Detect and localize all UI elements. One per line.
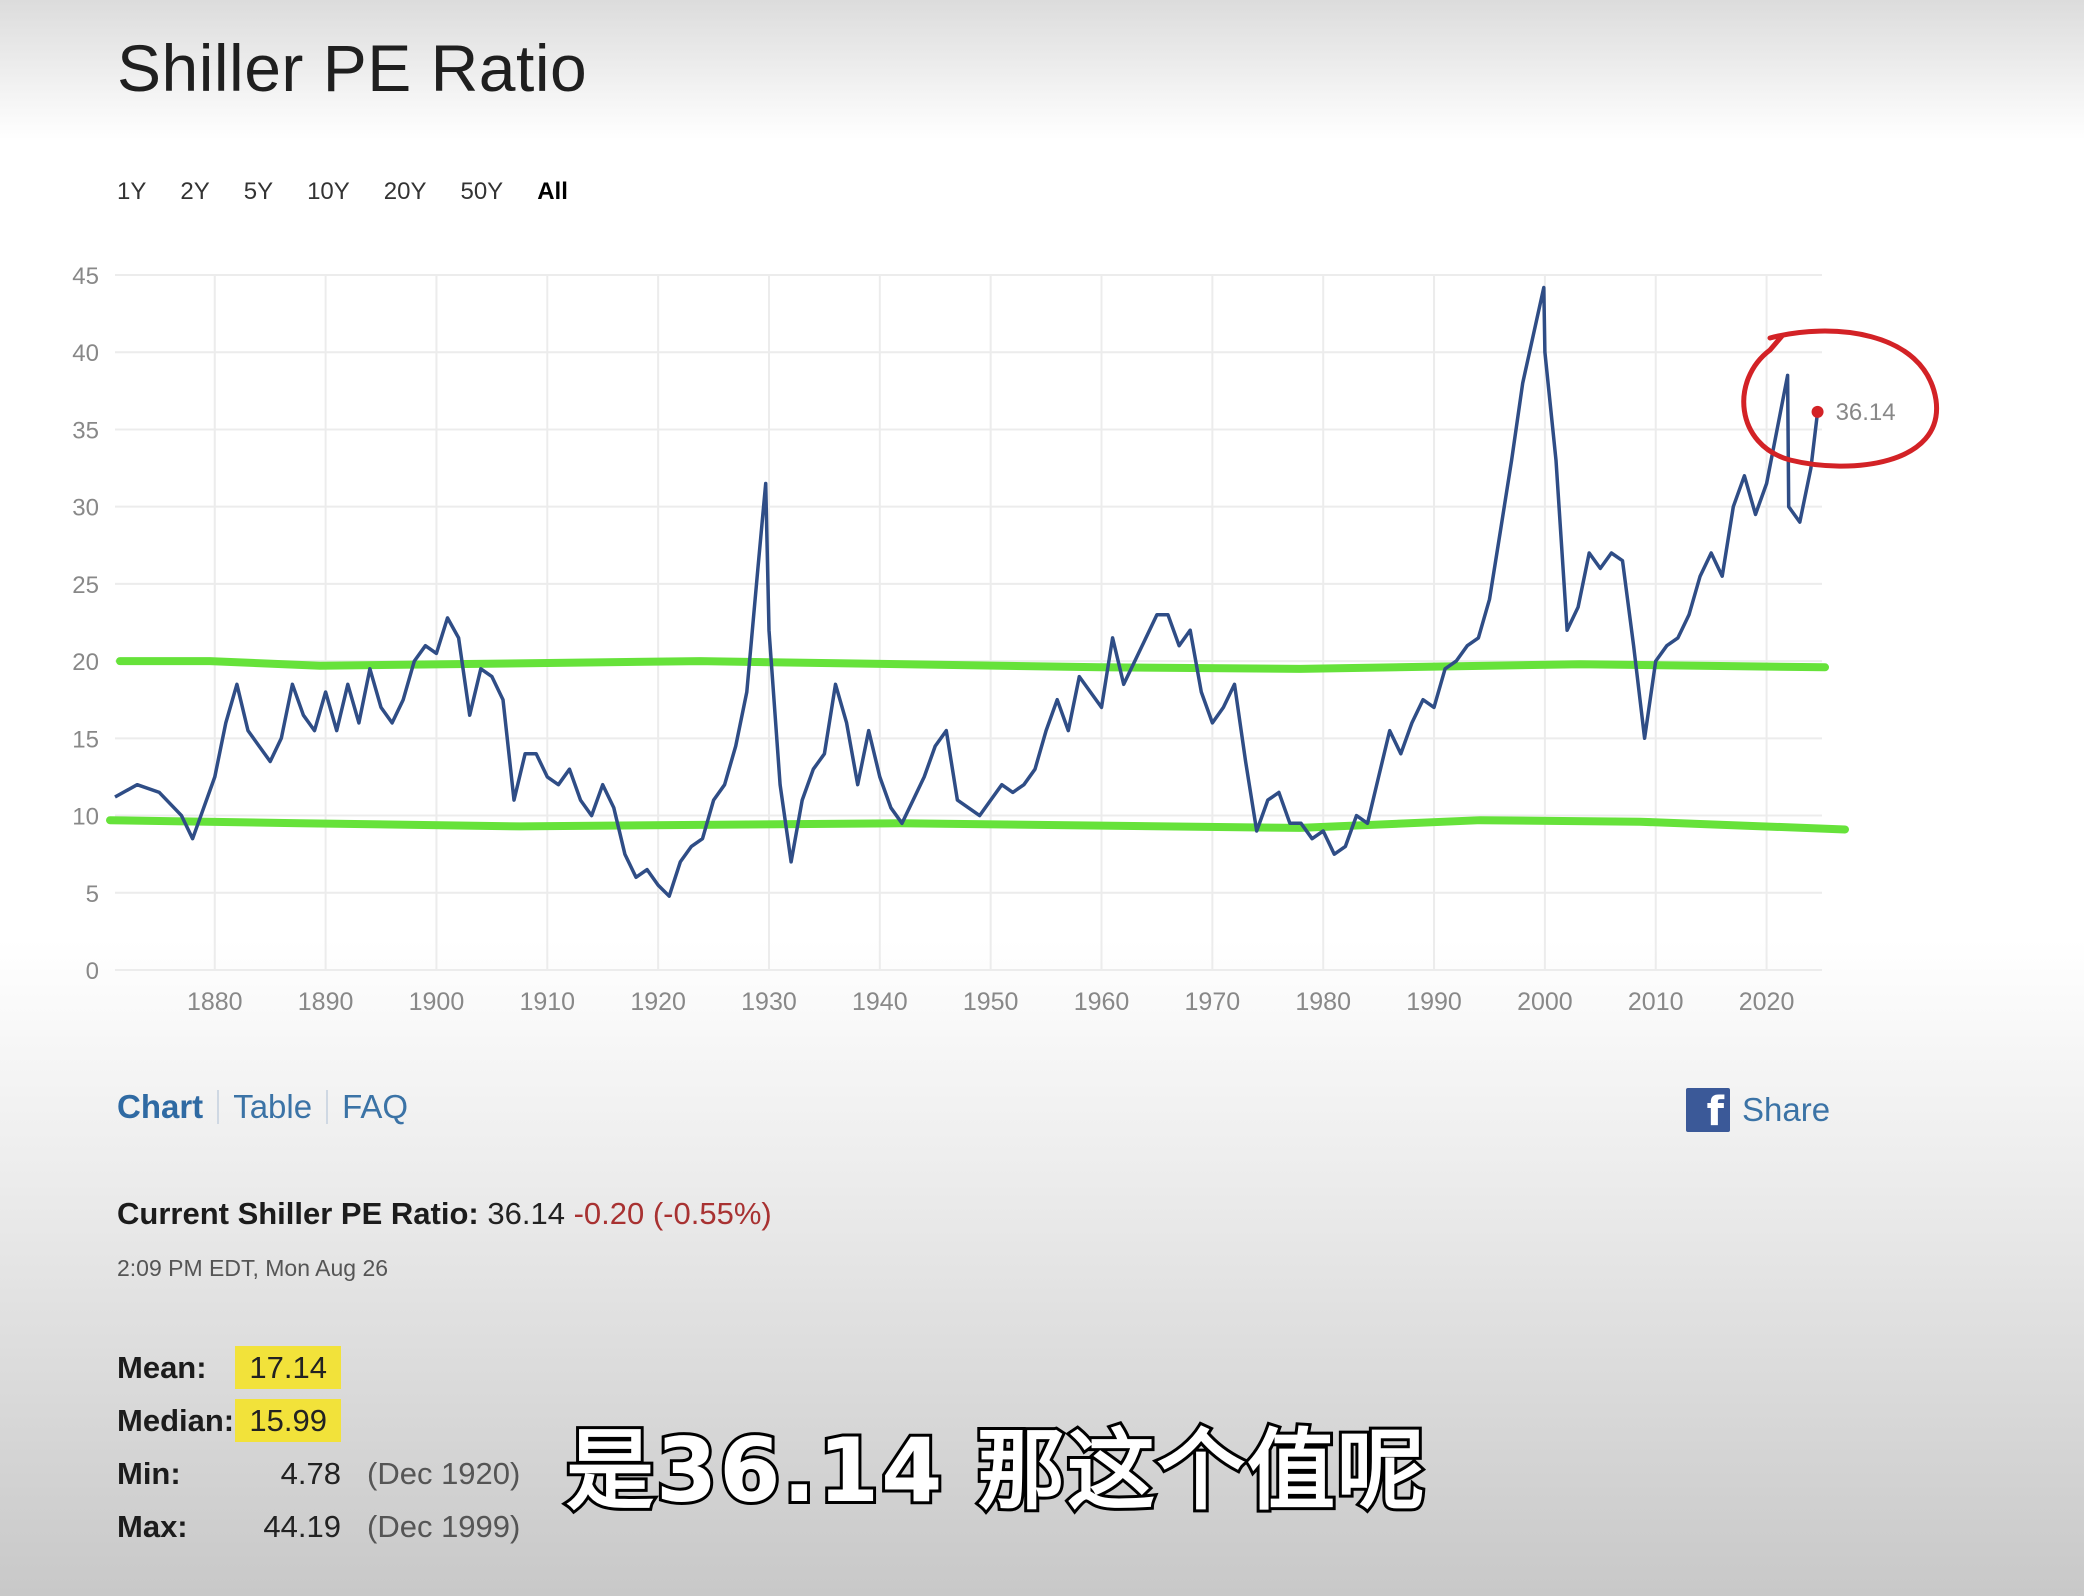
tab-table[interactable]: Table: [233, 1088, 313, 1125]
stat-label: Min:: [117, 1456, 181, 1491]
highlight-mark: 17.14: [235, 1346, 341, 1389]
last-value-point: [1811, 405, 1824, 418]
current-label: Current Shiller PE Ratio:: [117, 1196, 479, 1231]
series-line: [114, 285, 1820, 898]
range-10y[interactable]: 10Y: [307, 178, 350, 205]
stat-min: Min: 4.78 (Dec 1920): [117, 1456, 717, 1509]
upper-guide-line: [116, 657, 1829, 673]
timestamp: 2:09 PM EDT, Mon Aug 26: [117, 1255, 389, 1281]
page-title: Shiller PE Ratio: [117, 31, 588, 105]
share-button[interactable]: f Share: [1686, 1088, 1830, 1132]
current-change: -0.20 (-0.55%): [573, 1196, 772, 1231]
tab-chart[interactable]: Chart: [117, 1088, 204, 1125]
x-tick-label: 1990: [1406, 988, 1462, 1016]
x-tick-label: 1980: [1295, 988, 1351, 1016]
stat-date: (Dec 1999): [367, 1509, 521, 1544]
last-value-label: 36.14: [1836, 399, 1896, 426]
share-label: Share: [1742, 1091, 1831, 1128]
x-tick-label: 1900: [409, 988, 465, 1016]
x-tick-label: 1910: [519, 988, 575, 1016]
y-tick-label: 35: [72, 417, 99, 444]
current-value: Current Shiller PE Ratio: 36.14 -0.20 (-…: [117, 1196, 772, 1232]
x-tick-label: 1880: [187, 988, 243, 1016]
x-tick-label: 2020: [1739, 988, 1795, 1016]
shiller-pe-chart: 0 5 10 15 20 25 30 35 40 45 1880 1890 1900 1910 1920 19…: [72, 263, 1939, 1016]
x-tick-label: 2010: [1628, 988, 1684, 1016]
range-20y[interactable]: 20Y: [383, 178, 427, 205]
range-1y[interactable]: 1Y: [117, 178, 147, 205]
x-tick-label: 1950: [963, 988, 1019, 1016]
x-tick-label: 1940: [852, 988, 908, 1016]
y-tick-label: 15: [72, 726, 99, 753]
y-tick-label: 25: [72, 572, 99, 599]
highlight-mark: 15.99: [235, 1399, 341, 1442]
tab-divider: [326, 1090, 329, 1124]
facebook-icon: f: [1686, 1088, 1730, 1132]
x-tick-label: 1960: [1074, 988, 1130, 1016]
stat-value: 44.19: [263, 1509, 341, 1544]
range-5y[interactable]: 5Y: [243, 178, 274, 205]
x-tick-label: 1890: [298, 988, 354, 1016]
lower-guide-line: [106, 816, 1849, 834]
stat-label: Max:: [117, 1509, 188, 1544]
y-tick-label: 20: [72, 649, 99, 676]
annotation-circle: [1741, 328, 1939, 469]
stat-date: (Dec 1920): [367, 1456, 521, 1491]
range-selector: 1Y 2Y 5Y 10Y 20Y 50Y All: [117, 178, 568, 206]
stat-value: 15.99: [235, 1399, 341, 1442]
y-tick-label: 5: [86, 881, 99, 908]
y-tick-label: 10: [72, 804, 99, 831]
stat-max: Max: 44.19 (Dec 1999): [117, 1509, 717, 1562]
view-tabs: Chart Table FAQ: [117, 1088, 408, 1126]
stat-mean: Mean: 17.14: [117, 1346, 717, 1403]
range-all[interactable]: All: [537, 178, 568, 205]
video-subtitle: 是36.14 那这个值呢: [563, 1416, 1428, 1525]
stats-list: Mean: 17.14 Median: 15.99 Min: 4.78 (Dec…: [117, 1346, 717, 1562]
tab-divider: [217, 1090, 220, 1124]
range-50y[interactable]: 50Y: [460, 178, 504, 205]
range-2y[interactable]: 2Y: [180, 178, 210, 205]
stat-median: Median: 15.99: [117, 1399, 717, 1456]
x-tick-label: 1970: [1185, 988, 1241, 1016]
stat-value: 4.78: [280, 1456, 341, 1491]
x-tick-label: 1930: [741, 988, 797, 1016]
x-tick-label: 2000: [1517, 988, 1573, 1016]
current-number: 36.14: [487, 1196, 565, 1231]
stat-value: 17.14: [235, 1346, 341, 1389]
stat-label: Median:: [117, 1403, 235, 1438]
tab-faq[interactable]: FAQ: [342, 1088, 409, 1125]
y-tick-label: 30: [72, 495, 99, 522]
y-tick-label: 40: [72, 340, 99, 367]
y-tick-label: 45: [72, 263, 99, 290]
x-tick-label: 1920: [630, 988, 686, 1016]
y-tick-label: 0: [86, 958, 99, 985]
stat-label: Mean:: [117, 1350, 207, 1385]
